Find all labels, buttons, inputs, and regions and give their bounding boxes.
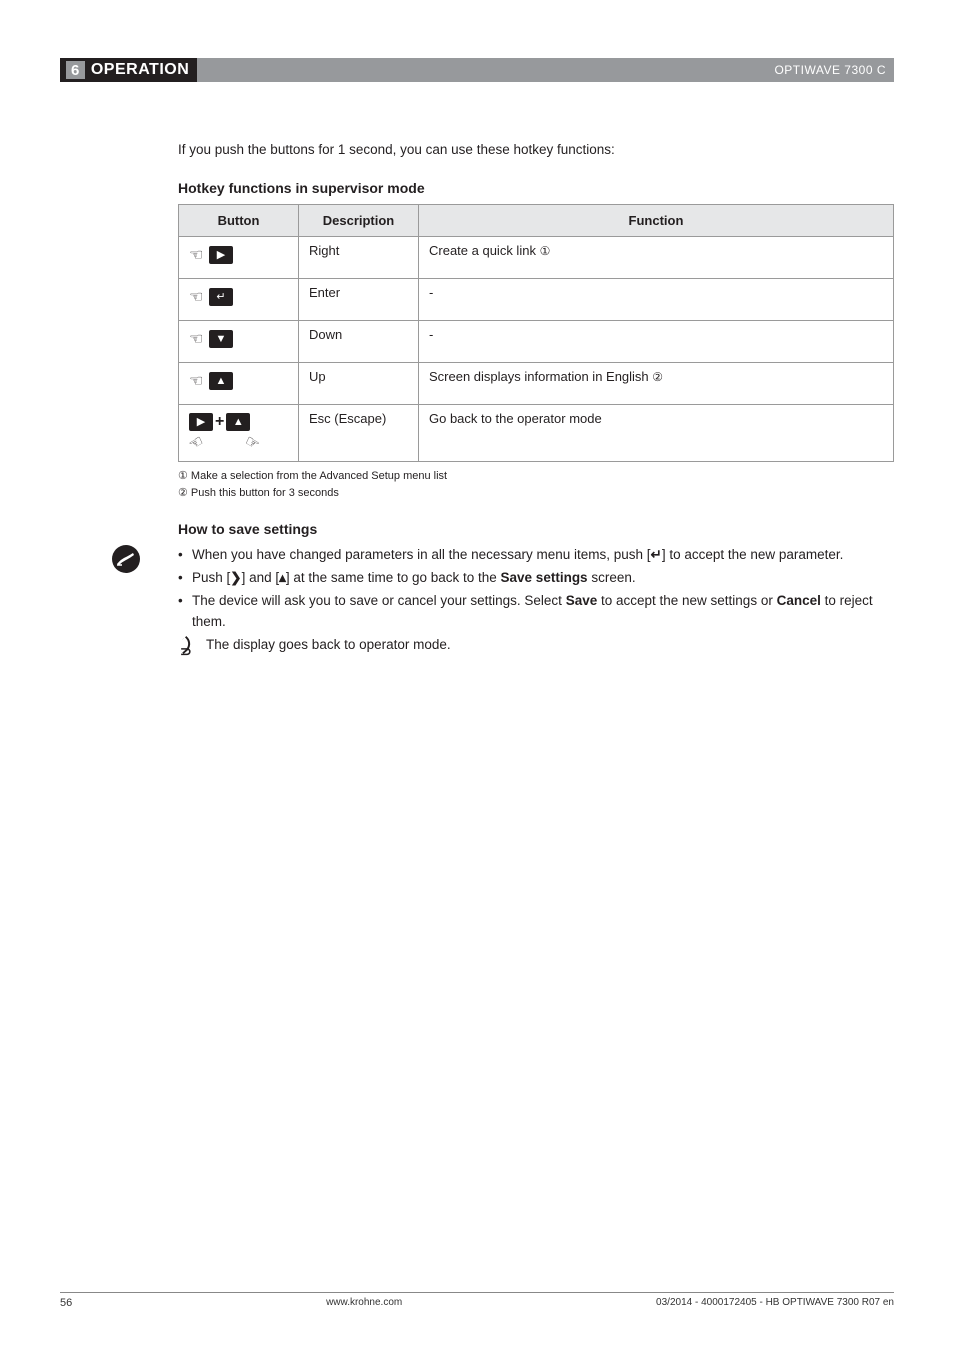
footer: 56 www.krohne.com 03/2014 - 4000172405 -… — [60, 1292, 894, 1309]
enter-key-icon: ↵ — [209, 288, 233, 306]
table-header-row: Button Description Function — [179, 205, 894, 237]
up-glyph: ▴ — [279, 570, 286, 585]
intro-text: If you push the buttons for 1 second, yo… — [178, 140, 894, 160]
text: ] to accept the new parameter. — [662, 547, 844, 562]
func-cell: Go back to the operator mode — [419, 405, 894, 462]
header-bar: 6 OPERATION OPTIWAVE 7300 C — [60, 58, 894, 82]
text: screen. — [588, 570, 636, 585]
hotkey-table: Button Description Function ☞ ▶ Right Cr… — [178, 204, 894, 462]
right-key-icon: ▶ — [209, 246, 233, 264]
right-glyph: ❯ — [230, 570, 241, 585]
button-cell: ☞ ▼ — [179, 321, 299, 363]
desc-cell: Right — [299, 237, 419, 279]
page-number: 56 — [60, 1297, 72, 1309]
text: ] and [ — [242, 570, 280, 585]
desc-cell: Esc (Escape) — [299, 405, 419, 462]
footer-docref: 03/2014 - 4000172405 - HB OPTIWAVE 7300 … — [656, 1297, 894, 1309]
list-item: When you have changed parameters in all … — [178, 545, 894, 566]
header-left: 6 OPERATION — [60, 58, 197, 82]
section-number: 6 — [66, 61, 85, 79]
cancel-label: Cancel — [777, 593, 821, 608]
table-row: ☞ ▼ Down - — [179, 321, 894, 363]
text: ] at the same time to go back to the — [286, 570, 501, 585]
th-description: Description — [299, 205, 419, 237]
enter-glyph: ↵ — [651, 547, 662, 562]
desc-cell: Up — [299, 363, 419, 405]
func-cell: Screen displays information in English ② — [419, 363, 894, 405]
footnote-2: ② Push this button for 3 seconds — [178, 485, 894, 502]
up-key-icon: ▲ — [226, 413, 250, 431]
how-to-title: How to save settings — [178, 521, 894, 537]
hand-icon: ☞ — [189, 245, 203, 265]
footnote-1: ① Make a selection from the Advanced Set… — [178, 468, 894, 485]
table-row: ☞ ↵ Enter - — [179, 279, 894, 321]
content: If you push the buttons for 1 second, yo… — [178, 140, 894, 656]
how-to-body: When you have changed parameters in all … — [178, 545, 894, 656]
footer-url: www.krohne.com — [326, 1297, 402, 1309]
table-row: ☞ ▶ Right Create a quick link ① — [179, 237, 894, 279]
func-text: Create a quick link — [429, 243, 540, 258]
hand-icon: ☞ — [189, 329, 203, 349]
button-cell: ☞ ↵ — [179, 279, 299, 321]
text: Push [ — [192, 570, 230, 585]
func-ref: ① — [540, 244, 551, 258]
how-to-section: How to save settings When you have chang… — [178, 521, 894, 656]
save-label: Save — [566, 593, 598, 608]
func-cell: - — [419, 279, 894, 321]
right-key-icon: ▶ — [189, 413, 213, 431]
text: to accept the new settings or — [597, 593, 776, 608]
result-arrow-icon: ⊃ — [180, 641, 192, 663]
func-text: Screen displays information in English — [429, 369, 652, 384]
table-row: ▶ + ▲ ☞ ☞ Esc (Escape) Go back to the op… — [179, 405, 894, 462]
section-title: OPERATION — [91, 61, 189, 79]
text: When you have changed parameters in all … — [192, 547, 651, 562]
result-line: ⊃ The display goes back to operator mode… — [178, 635, 894, 656]
result-text: The display goes back to operator mode. — [206, 637, 451, 652]
product-name: OPTIWAVE 7300 C — [774, 63, 886, 77]
hand-icon: ☞ — [185, 431, 207, 455]
up-key-icon: ▲ — [209, 372, 233, 390]
plus-icon: + — [215, 413, 224, 431]
bullet-list: When you have changed parameters in all … — [178, 545, 894, 633]
th-function: Function — [419, 205, 894, 237]
table-row: ☞ ▲ Up Screen displays information in En… — [179, 363, 894, 405]
list-item: The device will ask you to save or cance… — [178, 591, 894, 633]
th-button: Button — [179, 205, 299, 237]
note-icon — [112, 545, 140, 573]
hand-icon: ☞ — [241, 431, 263, 455]
desc-cell: Down — [299, 321, 419, 363]
func-cell: Create a quick link ① — [419, 237, 894, 279]
button-cell: ▶ + ▲ ☞ ☞ — [179, 405, 299, 462]
text: The device will ask you to save or cance… — [192, 593, 566, 608]
footnotes: ① Make a selection from the Advanced Set… — [178, 468, 894, 501]
hand-icon: ☞ — [189, 371, 203, 391]
func-ref: ② — [652, 370, 663, 384]
table-title: Hotkey functions in supervisor mode — [178, 180, 894, 196]
down-key-icon: ▼ — [209, 330, 233, 348]
list-item: Push [❯] and [▴] at the same time to go … — [178, 568, 894, 589]
desc-cell: Enter — [299, 279, 419, 321]
button-cell: ☞ ▲ — [179, 363, 299, 405]
hand-icon: ☞ — [189, 287, 203, 307]
button-cell: ☞ ▶ — [179, 237, 299, 279]
func-cell: - — [419, 321, 894, 363]
save-settings-label: Save settings — [501, 570, 588, 585]
